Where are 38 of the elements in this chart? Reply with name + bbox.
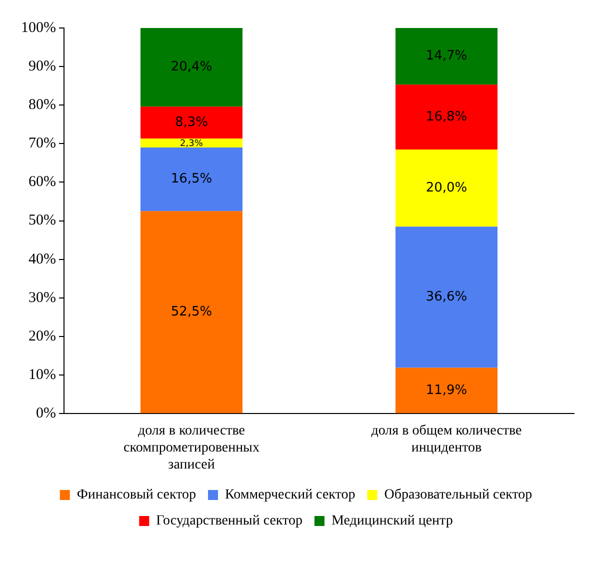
bar [396,149,498,227]
bar [396,84,498,150]
bar [140,148,242,212]
legend-label: Медицинский центр [331,514,453,529]
y-tick-label: 60% [28,174,56,190]
y-tick-label: 0% [36,406,56,422]
y-tick-label: 70% [28,136,56,152]
legend-label: Финансовый сектор [76,488,196,503]
data-label: 8,3% [174,115,208,130]
y-tick-label: 10% [28,366,56,383]
data-label: 16,8% [426,109,468,124]
y-tick-label: 20% [28,328,56,344]
legend-label: Коммерческий сектор [225,488,356,503]
legend-label: Образовательный сектор [384,488,532,503]
y-tick-label: 50% [28,212,56,229]
data-label: 20,4% [170,60,212,75]
data-label: 14,7% [426,48,468,64]
data-label: 2,3% [180,138,204,149]
data-label: 16,5% [170,172,212,187]
data-label: 11,9% [426,382,468,398]
legend-label: Государственный сектор [156,514,302,529]
y-tick-label: 80% [28,97,56,114]
x-tick-label: доля в общем количестве инцидентов [371,424,522,456]
x-tick-label: доля в количестве скомпрометировенных записей [124,424,260,472]
bar [396,368,498,414]
y-tick-label: 40% [28,251,56,268]
bar [140,106,242,139]
data-label: 20,0% [426,180,468,196]
bar [140,28,242,107]
data-label: 52,5% [170,304,212,320]
bar [140,211,242,414]
y-tick-label: 30% [28,290,56,306]
y-tick-label: 100% [20,20,56,36]
bar [396,28,498,85]
data-label: 36,6% [426,290,468,305]
bar [140,138,242,148]
y-tick-label: 90% [28,58,56,74]
bar [396,226,498,368]
